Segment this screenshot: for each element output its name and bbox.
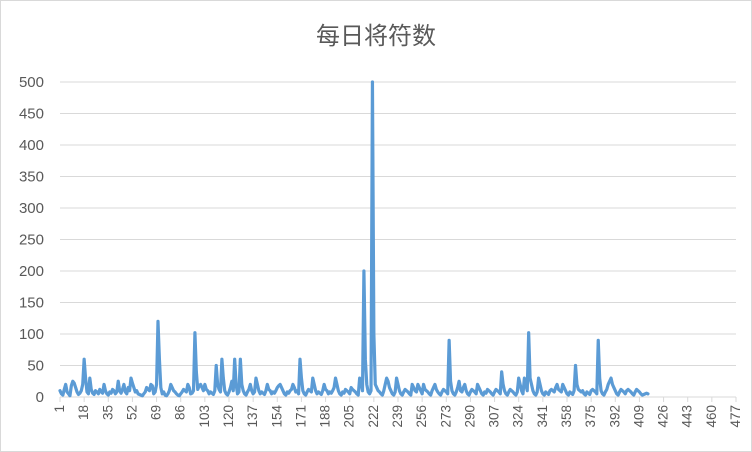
x-tick-label-69: 69 [149,405,164,420]
y-tick-label-350: 350 [19,169,44,186]
y-axis-ticks: 0 50 100 150 200 250 300 350 400 450 500 [19,74,44,406]
x-tick-label-358: 358 [559,405,574,428]
x-tick-label-290: 290 [462,405,477,428]
x-tick-label-86: 86 [173,405,188,420]
x-tick-label-426: 426 [656,405,671,428]
x-tick-label-120: 120 [221,405,236,428]
x-tick-label-154: 154 [269,405,284,428]
series-line-0 [58,80,650,398]
y-tick-label-100: 100 [19,326,44,343]
y-tick-label-250: 250 [19,232,44,249]
x-tick-label-324: 324 [511,405,526,428]
x-tick-label-477: 477 [728,405,743,428]
x-axis: 1 18 35 52 69 86 103 120 137 154 171 188 205 222 239 25… [52,396,743,428]
x-tick-label-137: 137 [245,405,260,428]
x-tick-label-375: 375 [583,405,598,428]
x-tick-label-443: 443 [680,405,695,428]
y-tick-label-50: 50 [27,358,44,375]
x-tick-label-1: 1 [52,405,67,413]
gridlines [60,81,736,366]
x-tick-label-460: 460 [704,405,719,428]
x-tick-label-171: 171 [293,405,308,428]
x-tick-label-392: 392 [607,405,622,428]
x-tick-label-188: 188 [318,405,333,428]
y-tick-label-200: 200 [19,263,44,280]
x-tick-label-52: 52 [124,405,139,420]
x-tick-label-341: 341 [535,405,550,428]
x-tick-label-205: 205 [342,405,357,428]
chart-title: 每日将符数 [316,22,436,50]
x-tick-label-35: 35 [100,405,115,420]
series-layer [58,80,650,398]
y-tick-label-300: 300 [19,200,44,217]
x-tick-label-409: 409 [631,405,646,428]
x-tick-label-307: 307 [487,405,502,428]
y-tick-label-0: 0 [36,389,44,406]
y-tick-label-450: 450 [19,106,44,123]
x-tick-label-222: 222 [366,405,381,428]
x-tick-label-273: 273 [438,405,453,428]
x-tick-label-18: 18 [76,405,91,420]
x-tick-label-239: 239 [390,405,405,428]
y-tick-label-400: 400 [19,137,44,154]
y-tick-label-150: 150 [19,295,44,312]
y-tick-label-500: 500 [19,74,44,91]
x-tick-label-256: 256 [414,405,429,428]
x-tick-label-103: 103 [197,405,212,428]
